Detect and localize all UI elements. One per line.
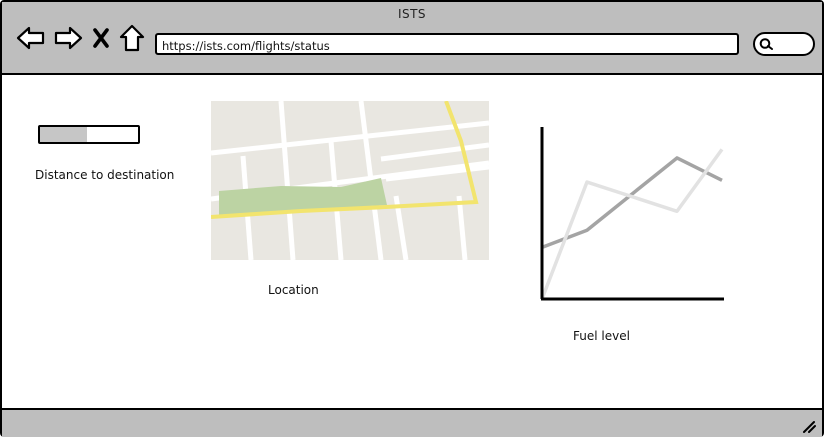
back-button[interactable] — [16, 24, 46, 52]
address-bar[interactable] — [155, 33, 739, 55]
distance-label: Distance to destination — [35, 168, 175, 182]
browser-toolbar: ISTS — [2, 2, 822, 75]
distance-progress-fill — [40, 127, 88, 142]
location-map[interactable] — [210, 100, 490, 261]
resize-grip-icon[interactable] — [802, 419, 816, 433]
home-button[interactable] — [117, 24, 147, 52]
location-label: Location — [268, 283, 319, 297]
fuel-chart — [532, 122, 732, 307]
stop-button[interactable] — [88, 24, 114, 52]
fuel-chart-svg — [540, 127, 724, 301]
distance-progress-bar — [38, 125, 140, 144]
search-field[interactable] — [753, 32, 815, 56]
forward-arrow-icon — [54, 26, 83, 50]
fuel-label: Fuel level — [573, 329, 630, 343]
map-image — [210, 100, 490, 261]
status-bar — [2, 408, 822, 437]
forward-button[interactable] — [53, 24, 83, 52]
back-arrow-icon — [16, 26, 45, 50]
window-title: ISTS — [397, 7, 427, 21]
fuel-series-line-2 — [540, 148, 724, 300]
url-input[interactable] — [157, 38, 722, 54]
fuel-series-line-1 — [541, 156, 723, 250]
close-icon — [93, 28, 109, 48]
search-icon — [759, 38, 773, 50]
home-icon — [119, 24, 145, 52]
